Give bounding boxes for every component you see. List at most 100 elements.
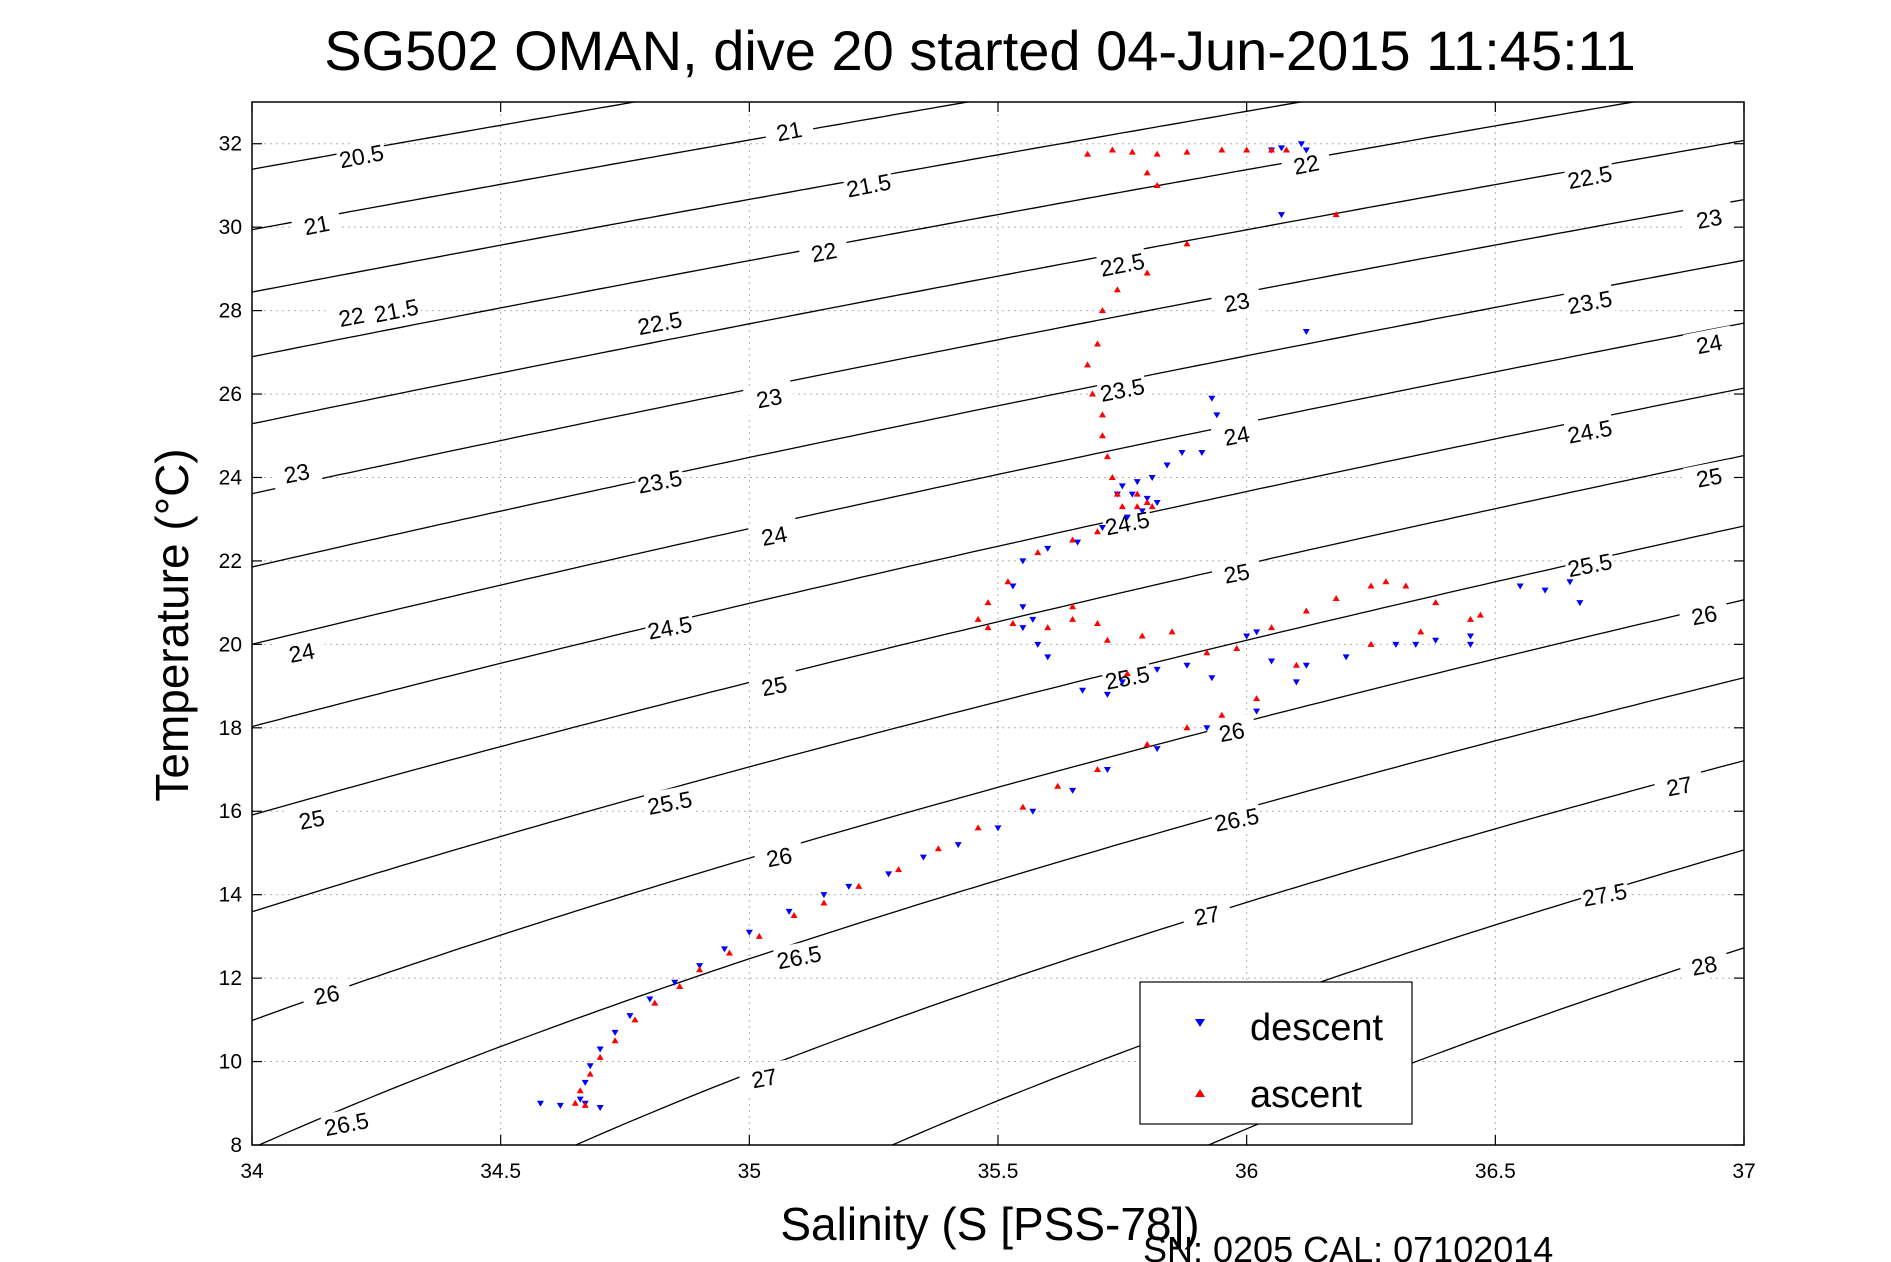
ascent-point bbox=[1183, 148, 1191, 155]
ascent-point bbox=[974, 615, 982, 622]
ascent-point bbox=[1143, 269, 1151, 276]
contour-label-background bbox=[752, 838, 806, 875]
contour-label-text: 21 bbox=[302, 210, 332, 240]
descent-point bbox=[1074, 539, 1082, 546]
density-contour-label: 25 bbox=[1682, 459, 1736, 495]
ascent-point bbox=[1133, 490, 1141, 497]
density-contour-line bbox=[252, 259, 1744, 568]
ascent-point bbox=[1233, 645, 1241, 652]
contour-label-background bbox=[1101, 659, 1154, 696]
density-contour-line bbox=[252, 102, 1305, 293]
density-contour-label: 25 bbox=[747, 667, 801, 704]
ascent-point bbox=[725, 949, 733, 956]
ascent-point bbox=[651, 999, 659, 1006]
ascent-point bbox=[1253, 695, 1261, 702]
legend-marker-descent bbox=[1195, 1019, 1205, 1027]
density-contour-label: 23 bbox=[270, 454, 323, 491]
ascent-point bbox=[984, 599, 992, 606]
ascent-point bbox=[1054, 782, 1062, 789]
legend-label-descent: descent bbox=[1250, 1007, 1384, 1049]
y-tick-label: 12 bbox=[219, 967, 242, 990]
x-axis-ticks: 34 34.5 35 35.5 36 36.5 37 bbox=[240, 102, 1756, 1183]
contour-label-background bbox=[285, 801, 338, 837]
ascent-point bbox=[1088, 390, 1096, 397]
data-points bbox=[536, 141, 1584, 1111]
contour-label-background bbox=[1563, 546, 1616, 583]
contour-label-text: 26 bbox=[1689, 600, 1719, 630]
descent-point bbox=[1243, 633, 1251, 640]
density-contour-label: 22 bbox=[1280, 146, 1333, 182]
density-contour-line bbox=[252, 454, 1744, 816]
ascent-point bbox=[1108, 146, 1116, 153]
contour-label-text: 26 bbox=[312, 980, 342, 1010]
grid bbox=[252, 102, 1744, 1145]
descent-point bbox=[1044, 545, 1052, 552]
contour-label-background bbox=[762, 112, 816, 149]
density-contour-line bbox=[252, 387, 1744, 728]
density-contour-label: 22.5 bbox=[1096, 246, 1149, 283]
descent-point bbox=[576, 1096, 584, 1103]
ascent-point bbox=[1402, 582, 1410, 589]
ascent-point bbox=[1476, 611, 1484, 618]
descent-point bbox=[1019, 604, 1027, 611]
ascent-point bbox=[576, 1087, 584, 1094]
ascent-point bbox=[1382, 578, 1390, 585]
contour-label-background bbox=[1578, 876, 1631, 913]
legend-marker-ascent bbox=[1195, 1089, 1205, 1097]
ascent-point bbox=[1183, 724, 1191, 731]
contour-label-text: 24 bbox=[287, 637, 317, 667]
density-contour-label: 24 bbox=[1682, 325, 1736, 362]
x-tick-label: 36.5 bbox=[1475, 1160, 1516, 1183]
ascent-point bbox=[1098, 432, 1106, 439]
density-contour-label: 26 bbox=[1677, 596, 1731, 633]
descent-point bbox=[1292, 679, 1300, 686]
descent-point bbox=[1253, 708, 1261, 715]
descent-point bbox=[820, 892, 828, 899]
density-contour-label: 24 bbox=[275, 634, 328, 671]
ascent-point bbox=[581, 1101, 589, 1108]
y-axis-ticks: 8 10 12 14 16 18 20 22 24 26 28 30 32 bbox=[219, 133, 1744, 1157]
ascent-point bbox=[1069, 603, 1077, 610]
contour-label-background bbox=[1210, 283, 1263, 320]
descent-point bbox=[1029, 808, 1037, 815]
descent-point bbox=[596, 1104, 604, 1111]
density-contour-line bbox=[252, 102, 1638, 358]
contour-label-text: 22 bbox=[1291, 149, 1321, 179]
y-tick-label: 24 bbox=[219, 466, 243, 489]
y-tick-label: 30 bbox=[219, 216, 242, 239]
contour-label-text: 22 bbox=[336, 302, 366, 332]
density-contour-label: 26 bbox=[300, 976, 353, 1013]
ascent-point bbox=[755, 932, 763, 939]
descent-point bbox=[1183, 662, 1191, 669]
contour-label-background bbox=[742, 379, 796, 416]
ascent-point bbox=[1218, 711, 1226, 718]
contour-label-text: 27 bbox=[1664, 771, 1694, 801]
contour-label-background bbox=[369, 292, 423, 328]
ascent-point bbox=[1093, 766, 1101, 773]
y-tick-label: 32 bbox=[219, 133, 242, 156]
descent-point bbox=[696, 963, 704, 970]
contour-label-text: 26 bbox=[764, 842, 794, 872]
density-contour-label: 26 bbox=[1205, 713, 1258, 750]
ascent-point bbox=[1153, 181, 1161, 188]
density-contour-line bbox=[252, 102, 972, 231]
ascent-point bbox=[1034, 549, 1042, 556]
contour-label-background bbox=[1205, 713, 1258, 750]
descent-point bbox=[671, 979, 679, 986]
descent-point bbox=[1019, 625, 1027, 632]
density-contour-line bbox=[252, 139, 1744, 425]
ascent-point bbox=[1183, 240, 1191, 247]
descent-point bbox=[1098, 525, 1106, 532]
contour-label-background bbox=[1653, 767, 1706, 804]
ascent-point bbox=[820, 899, 828, 906]
descent-point bbox=[1123, 514, 1131, 521]
ascent-point bbox=[596, 1053, 604, 1060]
contour-label-background bbox=[1677, 947, 1731, 983]
descent-point bbox=[1163, 462, 1171, 469]
contour-label-background bbox=[1563, 413, 1616, 449]
descent-point bbox=[1009, 583, 1017, 590]
y-tick-label: 26 bbox=[219, 383, 242, 406]
density-contour-label: 27 bbox=[1653, 767, 1706, 804]
contour-label-text: 24 bbox=[759, 521, 789, 551]
ascent-point bbox=[1084, 361, 1092, 368]
